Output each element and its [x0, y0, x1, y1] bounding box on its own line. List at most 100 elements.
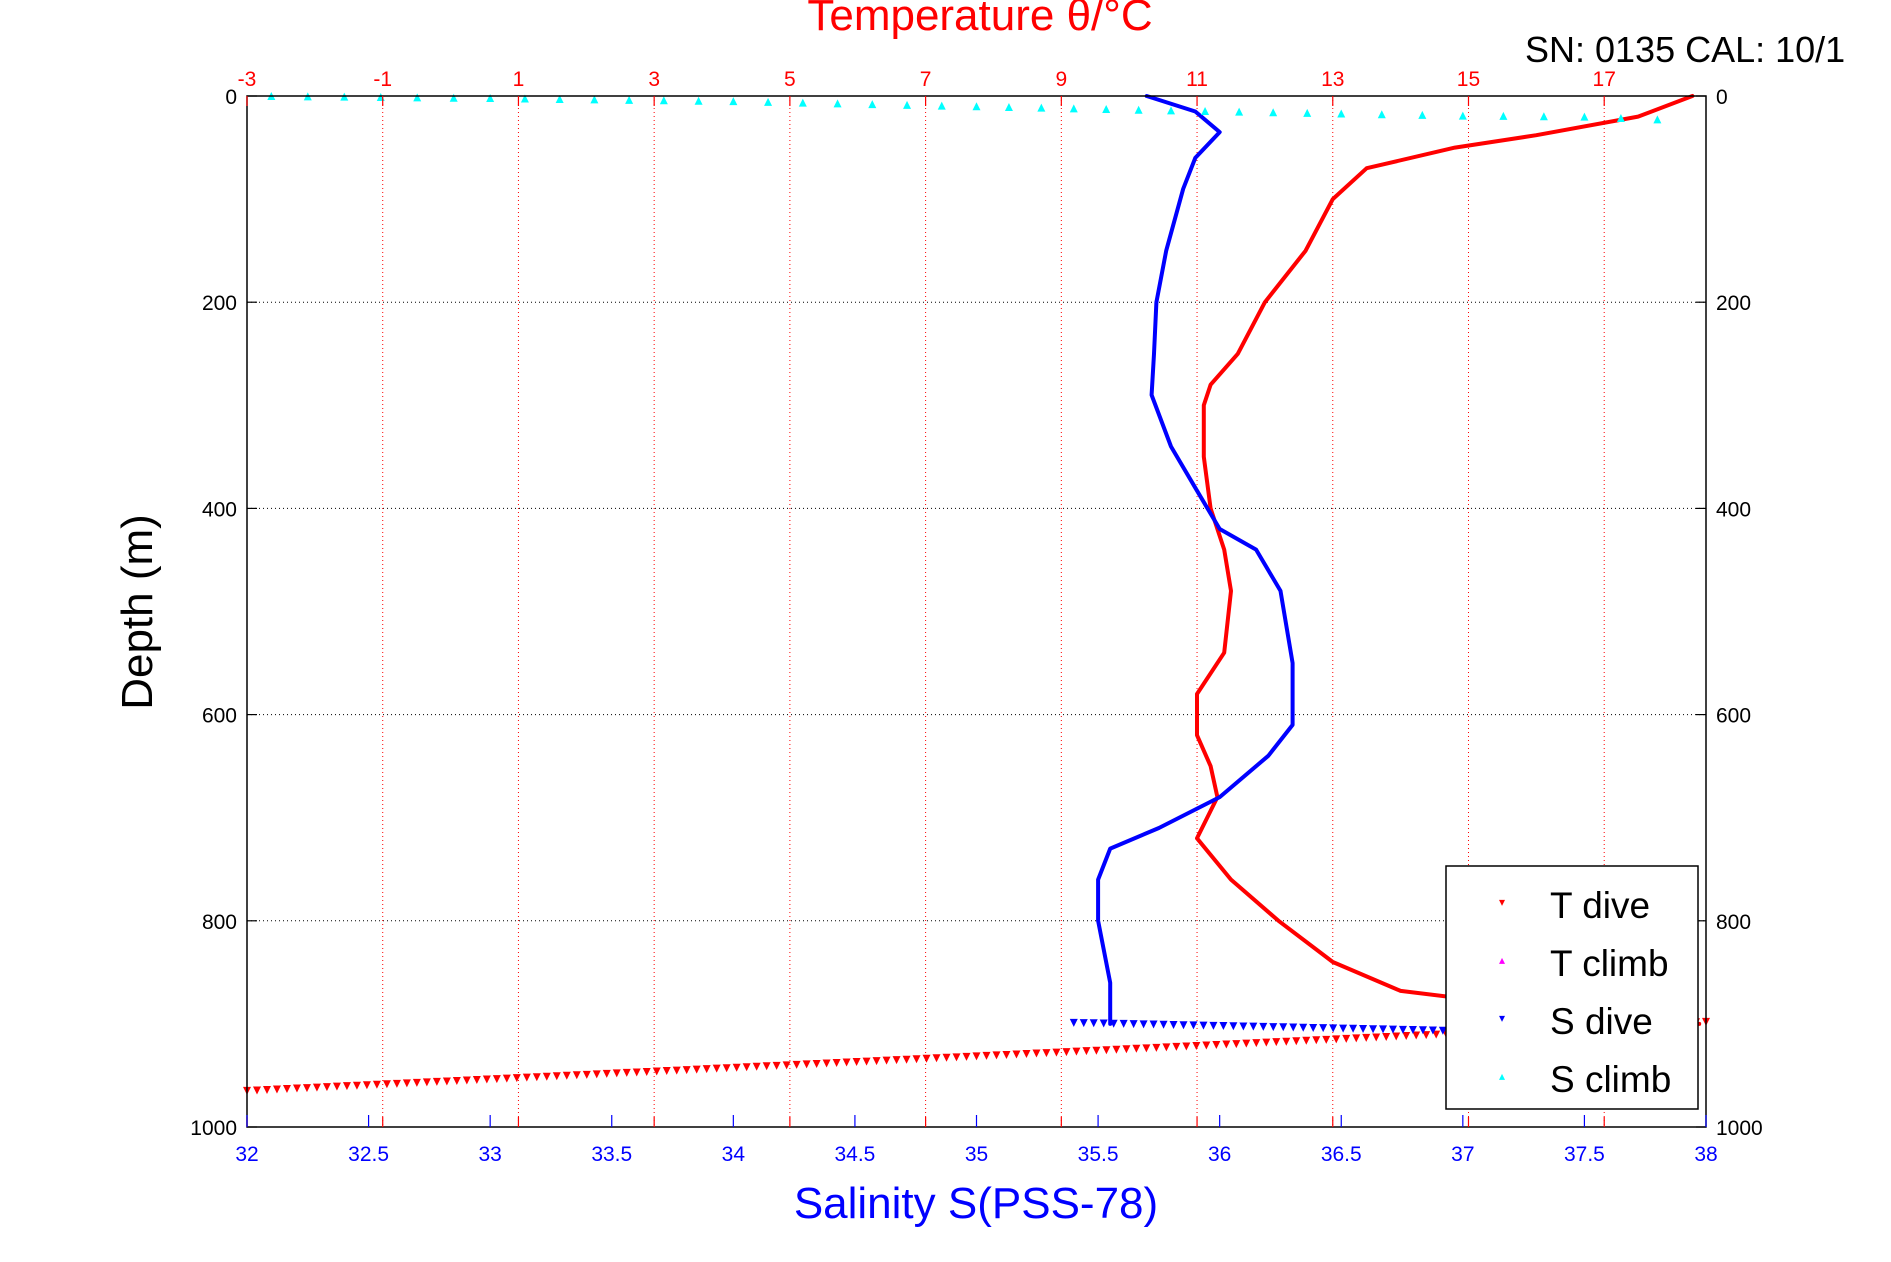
series-s-climb-marker — [1458, 111, 1467, 120]
series-s-climb-marker — [937, 101, 946, 110]
salinity-tick-label: 36 — [1208, 1143, 1231, 1166]
series-s-climb-marker — [1616, 113, 1625, 122]
artifact-marker — [712, 1064, 721, 1073]
series-s-climb-marker — [625, 95, 634, 104]
series-s-climb-marker — [1134, 105, 1143, 114]
artifact-marker — [1139, 1020, 1148, 1029]
temperature-tick-label: -3 — [238, 68, 257, 91]
depth-tick-label-left: 200 — [202, 292, 237, 315]
artifact-marker — [1042, 1049, 1051, 1058]
series-s-climb-marker — [694, 96, 703, 105]
artifact-marker — [1209, 1021, 1218, 1030]
series-s-climb-marker — [659, 96, 668, 105]
series-s-climb-marker — [798, 98, 807, 107]
artifact-marker — [1282, 1037, 1291, 1046]
artifact-marker — [942, 1053, 951, 1062]
artifact-marker — [1159, 1020, 1168, 1029]
series-s-climb-marker — [764, 97, 773, 106]
series-s-dive — [1096, 94, 1295, 1026]
artifact-marker — [1309, 1023, 1318, 1032]
temperature-tick-label: 3 — [648, 68, 660, 91]
salinity-tick-label: 35 — [965, 1143, 988, 1166]
artifact-marker — [962, 1052, 971, 1061]
series-s-climb-marker — [1269, 108, 1278, 117]
artifact-marker — [1052, 1048, 1061, 1057]
temperature-tick-label: 13 — [1321, 68, 1344, 91]
artifact-marker — [1099, 1019, 1108, 1028]
artifact-marker — [1162, 1043, 1171, 1052]
temperature-tick-label: -1 — [373, 68, 392, 91]
artifact-marker — [402, 1079, 411, 1088]
legend-box — [1445, 865, 1699, 1110]
artifact-marker — [622, 1068, 631, 1077]
artifact-marker — [1002, 1050, 1011, 1059]
serial-label: SN: 0135 CAL: 10/1 — [1525, 29, 1845, 70]
temperature-tick-label: 15 — [1457, 68, 1480, 91]
artifact-marker — [1149, 1020, 1158, 1029]
artifact-marker — [1332, 1035, 1341, 1044]
salinity-tick-label: 32 — [235, 1143, 258, 1166]
artifact-marker — [812, 1059, 821, 1068]
artifact-marker — [732, 1063, 741, 1072]
legend-label-t-climb: T climb — [1550, 943, 1669, 984]
artifact-marker — [1089, 1019, 1098, 1028]
artifact-marker — [1082, 1047, 1091, 1056]
series-s-climb-marker — [1004, 102, 1013, 111]
artifact-marker — [502, 1074, 511, 1083]
artifact-marker — [1369, 1025, 1378, 1034]
artifact-marker — [512, 1074, 521, 1083]
artifact-marker — [922, 1054, 931, 1063]
artifact-marker — [492, 1075, 501, 1084]
chart-title: Temperature θ/°C — [807, 0, 1152, 40]
artifact-marker — [442, 1077, 451, 1086]
series-s-climb-marker — [1539, 112, 1548, 121]
artifact-marker — [952, 1053, 961, 1062]
series-s-climb-marker — [555, 94, 564, 103]
artifact-marker — [642, 1067, 651, 1076]
artifact-marker — [782, 1061, 791, 1070]
artifact-marker — [912, 1055, 921, 1064]
artifact-marker — [1129, 1020, 1138, 1029]
artifact-marker — [392, 1079, 401, 1088]
temperature-tick-label: 17 — [1593, 68, 1616, 91]
temperature-tick-label: 5 — [784, 68, 796, 91]
artifact-marker — [902, 1055, 911, 1064]
depth-tick-label-right: 0 — [1716, 86, 1728, 109]
artifact-marker — [1349, 1024, 1358, 1033]
artifact-marker — [342, 1082, 351, 1091]
series-s-climb-marker — [449, 93, 458, 102]
artifact-marker — [372, 1080, 381, 1089]
series-s-climb-marker — [1653, 115, 1662, 124]
series-s-climb-marker — [1580, 112, 1589, 121]
artifact-marker — [1289, 1023, 1298, 1032]
artifact-marker — [422, 1078, 431, 1087]
artifact-marker — [532, 1073, 541, 1082]
salinity-tick-label: 33.5 — [591, 1143, 632, 1166]
artifact-marker — [1182, 1042, 1191, 1051]
artifact-marker — [302, 1084, 311, 1093]
artifact-marker — [982, 1051, 991, 1060]
series-s-climb-marker — [903, 100, 912, 109]
depth-tick-label-right: 800 — [1716, 911, 1751, 934]
artifact-marker — [632, 1068, 641, 1077]
artifact-marker — [1122, 1045, 1131, 1054]
artifact-marker — [462, 1076, 471, 1085]
temperature-tick-label: 1 — [513, 68, 525, 91]
artifact-marker — [1259, 1022, 1268, 1031]
artifact-marker — [282, 1085, 291, 1094]
artifact-marker — [1132, 1044, 1141, 1053]
salinity-tick-label: 36.5 — [1321, 1143, 1362, 1166]
artifact-marker — [752, 1062, 761, 1071]
artifact-marker — [1202, 1041, 1211, 1050]
artifact-marker — [1192, 1041, 1201, 1050]
artifact-marker — [1302, 1036, 1311, 1045]
series-s-climb-marker — [1069, 104, 1078, 113]
artifact-marker — [262, 1085, 271, 1094]
depth-tick-label-left: 600 — [202, 705, 237, 728]
depth-tick-label-left: 1000 — [190, 1117, 237, 1140]
artifact-marker — [1402, 1032, 1411, 1041]
artifact-marker — [792, 1060, 801, 1069]
artifact-marker — [1249, 1022, 1258, 1031]
artifact-marker — [1179, 1021, 1188, 1030]
